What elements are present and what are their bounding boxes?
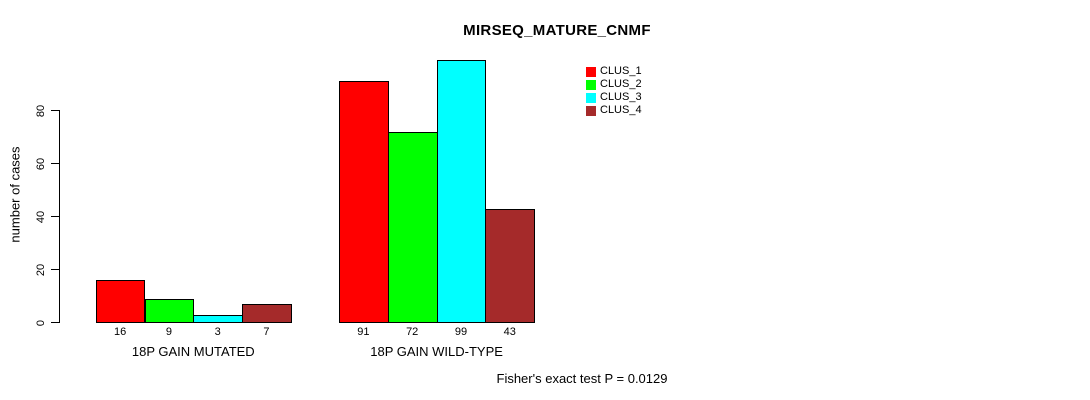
y-tick-label-80: 80 [35,104,47,117]
bar-clus_2-group1 [144,298,195,324]
y-tick-label-40: 40 [35,210,47,223]
y-tick-label-60: 60 [35,157,47,170]
legend: CLUS_1 CLUS_2 CLUS_3 CLUS_4 [586,65,642,117]
legend-swatch-clus-3 [586,92,596,103]
bar-value-label: 43 [503,326,516,338]
bar-clus_3-group2 [436,60,487,324]
bar-clus_1-group2 [339,81,389,324]
bar-value-label: 9 [165,326,172,338]
bar-value-label: 72 [406,326,419,338]
legend-label: CLUS_2 [600,78,642,90]
y-tick-mark-60 [51,163,60,165]
fisher-test-subtitle: Fisher's exact test P = 0.0129 [496,371,668,386]
legend-swatch-clus-2 [586,79,596,90]
bar-value-label: 16 [113,326,127,338]
y-tick-mark-80 [51,110,60,111]
bar-clus_4-group2 [485,208,536,324]
y-tick-label-20: 20 [35,263,47,276]
y-axis-label: number of cases [7,146,23,243]
chart-title: MIRSEQ_MATURE_CNMF [463,22,651,39]
bar-clus_4-group1 [242,304,292,324]
bar-value-label: 7 [263,326,270,338]
bar-value-label: 99 [454,326,468,338]
bar-clus_1-group1 [95,280,146,324]
y-tick-mark-40 [51,216,60,218]
legend-label: CLUS_3 [600,91,642,103]
legend-item-clus-1: CLUS_1 [586,65,642,78]
y-tick-label-0: 0 [35,319,47,326]
legend-item-clus-2: CLUS_2 [586,78,642,91]
y-tick-mark-0 [51,322,60,324]
legend-swatch-clus-4 [586,105,596,116]
y-tick-mark-20 [51,269,60,271]
bar-value-label: 91 [357,326,370,338]
legend-label: CLUS_1 [600,65,642,77]
bar-clus_2-group2 [387,131,438,324]
legend-label: CLUS_4 [600,104,642,116]
legend-item-clus-4: CLUS_4 [586,104,642,117]
legend-item-clus-3: CLUS_3 [586,91,642,104]
bar-value-label: 3 [214,326,221,338]
legend-swatch-clus-1 [586,66,596,77]
group-label-1: 18P GAIN MUTATED [131,344,255,359]
group-label-2: 18P GAIN WILD-TYPE [370,344,503,359]
bar-clus_3-group1 [193,314,244,324]
